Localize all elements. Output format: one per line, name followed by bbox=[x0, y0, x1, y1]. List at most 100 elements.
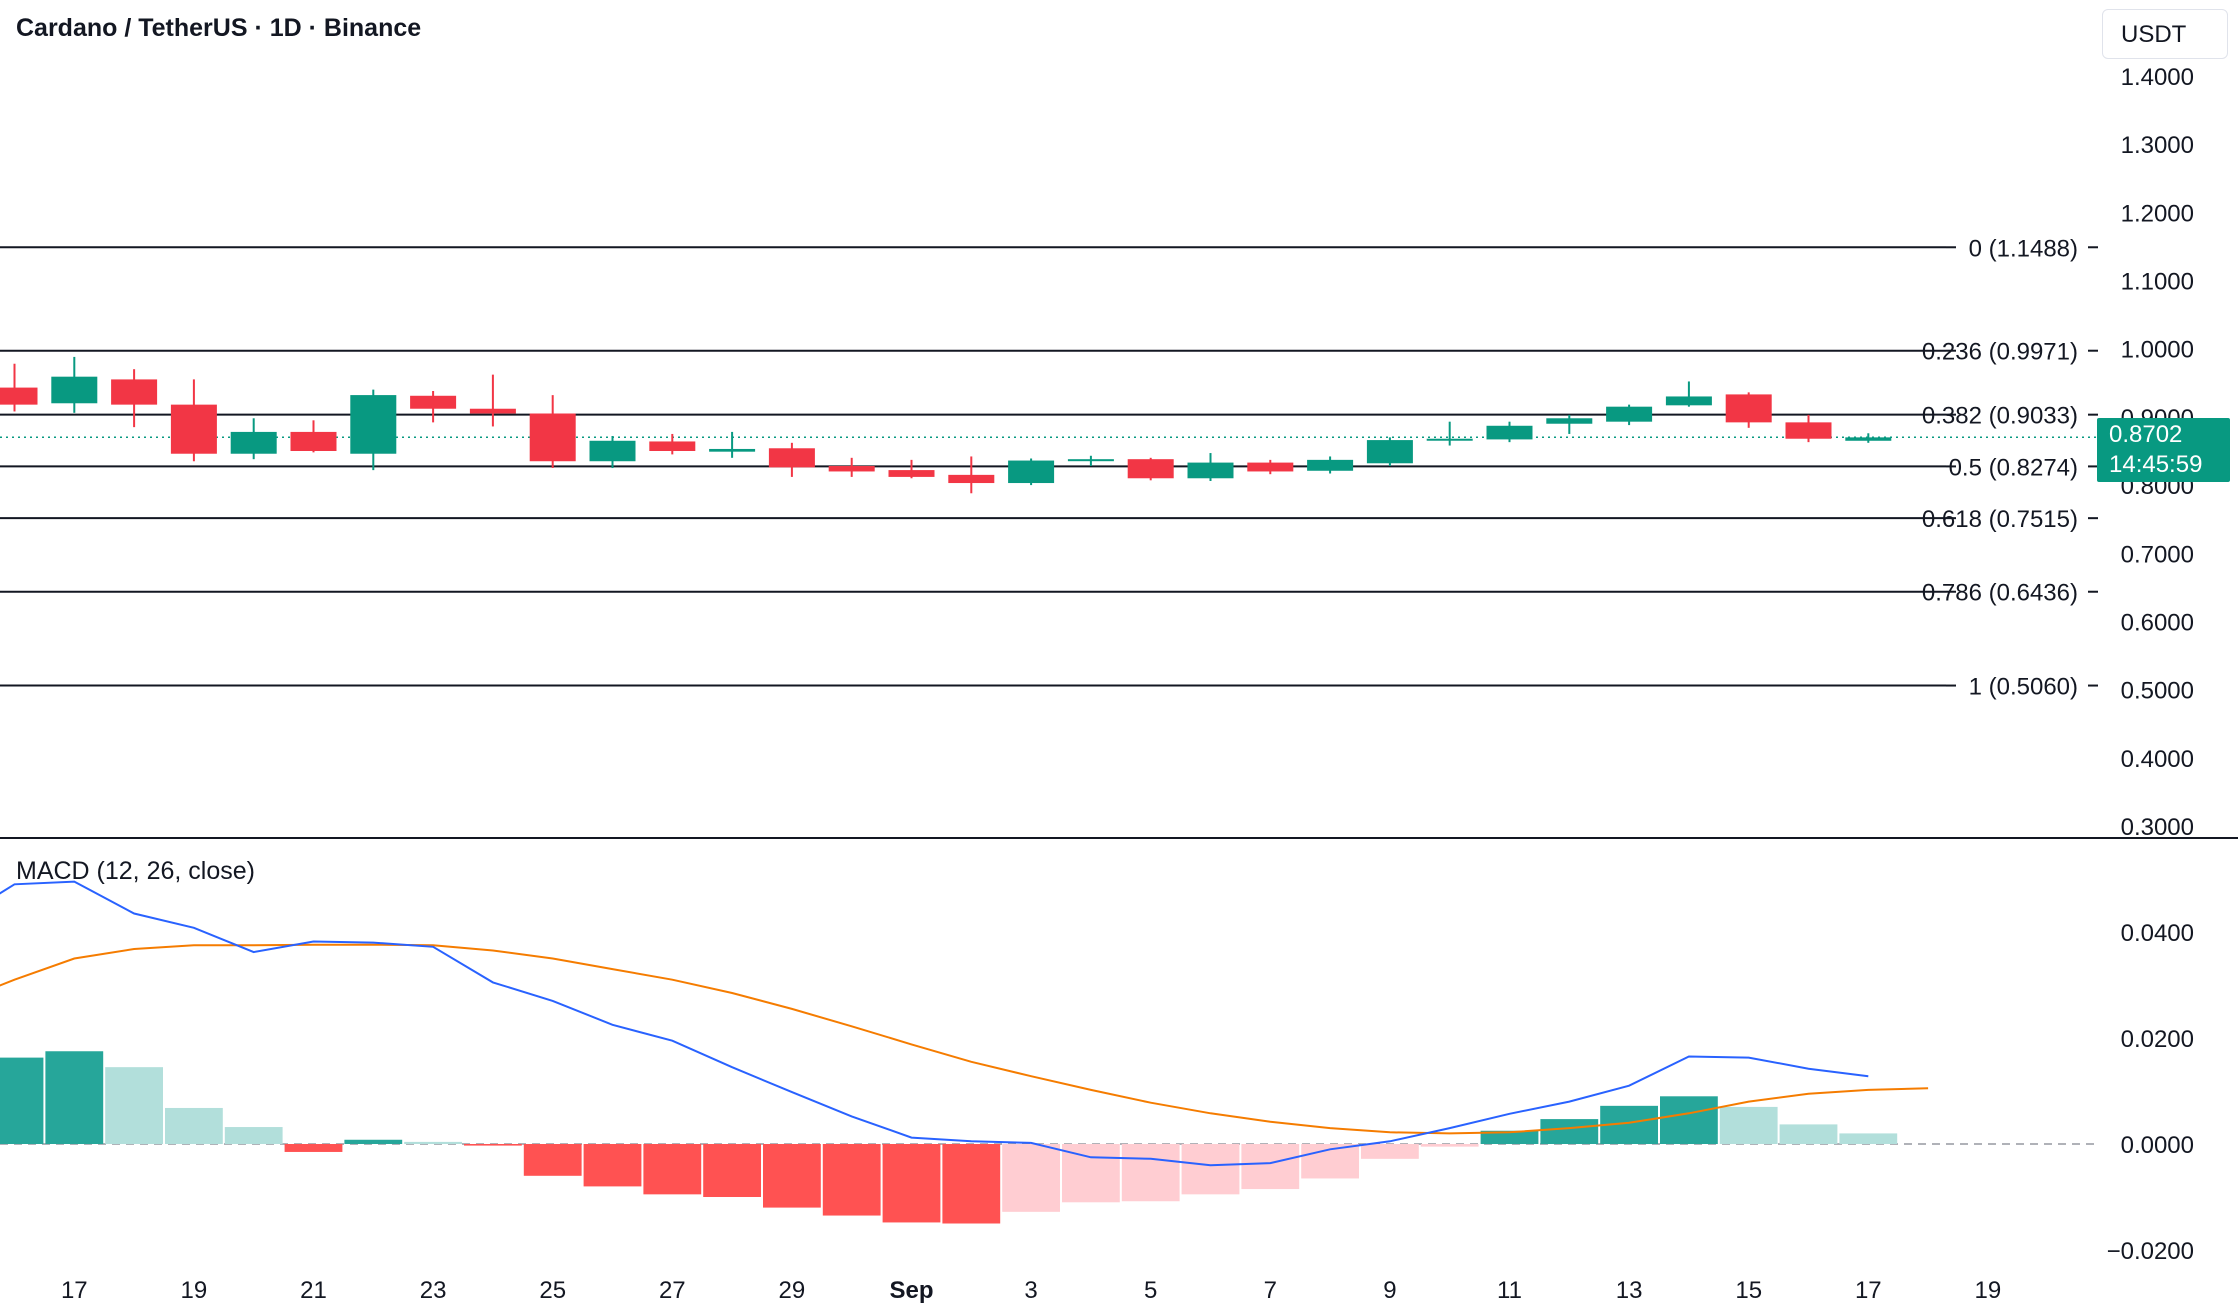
macd-histogram-bar bbox=[1062, 1144, 1120, 1203]
time-axis-tick: 25 bbox=[539, 1277, 566, 1304]
fib-level-6: 1 (0.5060) bbox=[0, 674, 2098, 701]
candle bbox=[709, 431, 756, 458]
time-axis-tick: 3 bbox=[1024, 1277, 1037, 1304]
time-axis-tick: 29 bbox=[779, 1277, 806, 1304]
fib-level-2: 0.382 (0.9033) bbox=[0, 403, 2098, 430]
candle-body bbox=[1486, 425, 1533, 440]
candle bbox=[888, 459, 935, 479]
macd-signal-line bbox=[0, 943, 1929, 1135]
macd-histogram-bar bbox=[224, 1127, 283, 1144]
time-axis-tick: 7 bbox=[1264, 1277, 1277, 1304]
time-axis-tick: Sep bbox=[889, 1277, 933, 1304]
fib-level-3: 0.5 (0.8274) bbox=[0, 454, 2098, 481]
price-axis-tick: 1.3000 bbox=[2121, 132, 2194, 159]
price-axis-tick: 0.3000 bbox=[2121, 814, 2194, 841]
fib-label: 0.786 (0.6436) bbox=[1922, 580, 2078, 607]
candle bbox=[111, 369, 158, 428]
candle-body bbox=[1127, 459, 1174, 479]
candle bbox=[290, 420, 337, 453]
candle-body bbox=[290, 431, 337, 451]
macd-axis-tick: 0.0400 bbox=[2121, 920, 2194, 947]
candle bbox=[0, 363, 38, 412]
time-axis-tick: 13 bbox=[1616, 1277, 1643, 1304]
candle bbox=[1665, 381, 1712, 407]
time-axis-tick: 27 bbox=[659, 1277, 686, 1304]
candle-body bbox=[0, 387, 38, 405]
candle bbox=[1606, 404, 1653, 426]
candle bbox=[170, 379, 217, 462]
price-axis-tick: 1.1000 bbox=[2121, 269, 2194, 296]
candle bbox=[410, 391, 457, 423]
macd-histogram-bar bbox=[464, 1144, 522, 1146]
macd-histogram-bar bbox=[583, 1144, 642, 1187]
time-axis-tick: 17 bbox=[1855, 1277, 1882, 1304]
macd-histogram-bar bbox=[882, 1144, 941, 1223]
candle-body bbox=[230, 431, 277, 454]
macd-histogram-bar bbox=[1660, 1096, 1718, 1144]
candle-body bbox=[1426, 438, 1473, 441]
macd-histogram-bar bbox=[703, 1144, 761, 1197]
price-axis-tick: 1.4000 bbox=[2121, 64, 2194, 91]
time-axis-tick: 5 bbox=[1144, 1277, 1157, 1304]
time-axis-tick: 21 bbox=[300, 1277, 327, 1304]
candle-body bbox=[1366, 440, 1413, 464]
macd-axis-tick: 0.0200 bbox=[2121, 1026, 2194, 1053]
time-axis-tick: 11 bbox=[1497, 1277, 1522, 1304]
candle-body bbox=[1187, 462, 1234, 479]
macd-histogram-bar bbox=[643, 1144, 702, 1195]
candle-body bbox=[768, 448, 815, 468]
currency-selector-button[interactable]: USDT bbox=[2102, 9, 2228, 59]
candle-body bbox=[1307, 459, 1354, 471]
price-axis-tick: 0.5000 bbox=[2121, 678, 2194, 705]
macd-histogram-bar bbox=[1420, 1144, 1479, 1147]
macd-axis-tick: 0.0000 bbox=[2121, 1132, 2194, 1159]
candle-body bbox=[1725, 394, 1772, 423]
macd-histogram-bar bbox=[763, 1144, 821, 1208]
candle bbox=[1785, 414, 1832, 443]
candle bbox=[1725, 392, 1772, 428]
time-axis-tick: 19 bbox=[181, 1277, 208, 1304]
candle bbox=[1307, 456, 1354, 474]
candle-body bbox=[649, 441, 696, 451]
fib-label: 0.5 (0.8274) bbox=[1949, 454, 2078, 481]
fib-level-1: 0.236 (0.9971) bbox=[0, 339, 2098, 366]
candle-body bbox=[948, 474, 995, 484]
candle bbox=[350, 389, 397, 471]
macd-histogram-bar bbox=[0, 1057, 44, 1144]
macd-histogram-bar bbox=[165, 1107, 223, 1144]
candle-body bbox=[1665, 396, 1712, 406]
macd-histogram-bar bbox=[1719, 1106, 1778, 1144]
candle bbox=[1247, 459, 1294, 475]
macd-histogram-bar bbox=[1480, 1130, 1539, 1144]
candle bbox=[1187, 453, 1234, 481]
candle bbox=[649, 433, 696, 455]
candle bbox=[768, 442, 815, 477]
candle-body bbox=[1606, 406, 1653, 422]
fib-label: 0.382 (0.9033) bbox=[1922, 403, 2078, 430]
macd-histogram-bar bbox=[284, 1144, 343, 1152]
candle bbox=[589, 436, 636, 469]
macd-histogram-bar bbox=[1181, 1144, 1240, 1195]
candle-body bbox=[529, 413, 576, 462]
price-axis-tick: 1.0000 bbox=[2121, 337, 2194, 364]
candle bbox=[1486, 421, 1533, 443]
bar-countdown: 14:45:59 bbox=[2109, 451, 2203, 478]
fib-level-4: 0.618 (0.7515) bbox=[0, 506, 2098, 533]
macd-histogram-bar bbox=[1002, 1144, 1060, 1212]
candle-body bbox=[709, 448, 756, 452]
macd-histogram-bar bbox=[344, 1139, 403, 1144]
time-axis-tick: 23 bbox=[420, 1277, 447, 1304]
candle bbox=[469, 374, 516, 427]
fib-level-5: 0.786 (0.6436) bbox=[0, 580, 2098, 607]
macd-histogram-bar bbox=[1839, 1133, 1898, 1144]
macd-indicator-label[interactable]: MACD (12, 26, close) bbox=[16, 857, 255, 885]
candle-body bbox=[469, 408, 516, 414]
macd-histogram-bar bbox=[822, 1144, 881, 1216]
macd-histogram-bar bbox=[1779, 1124, 1838, 1144]
candle-body bbox=[1247, 462, 1294, 472]
price-axis-tick: 1.2000 bbox=[2121, 200, 2194, 227]
time-axis-tick: 19 bbox=[1975, 1277, 2002, 1304]
candle bbox=[1546, 414, 1593, 434]
macd-histogram-bar bbox=[404, 1141, 462, 1144]
